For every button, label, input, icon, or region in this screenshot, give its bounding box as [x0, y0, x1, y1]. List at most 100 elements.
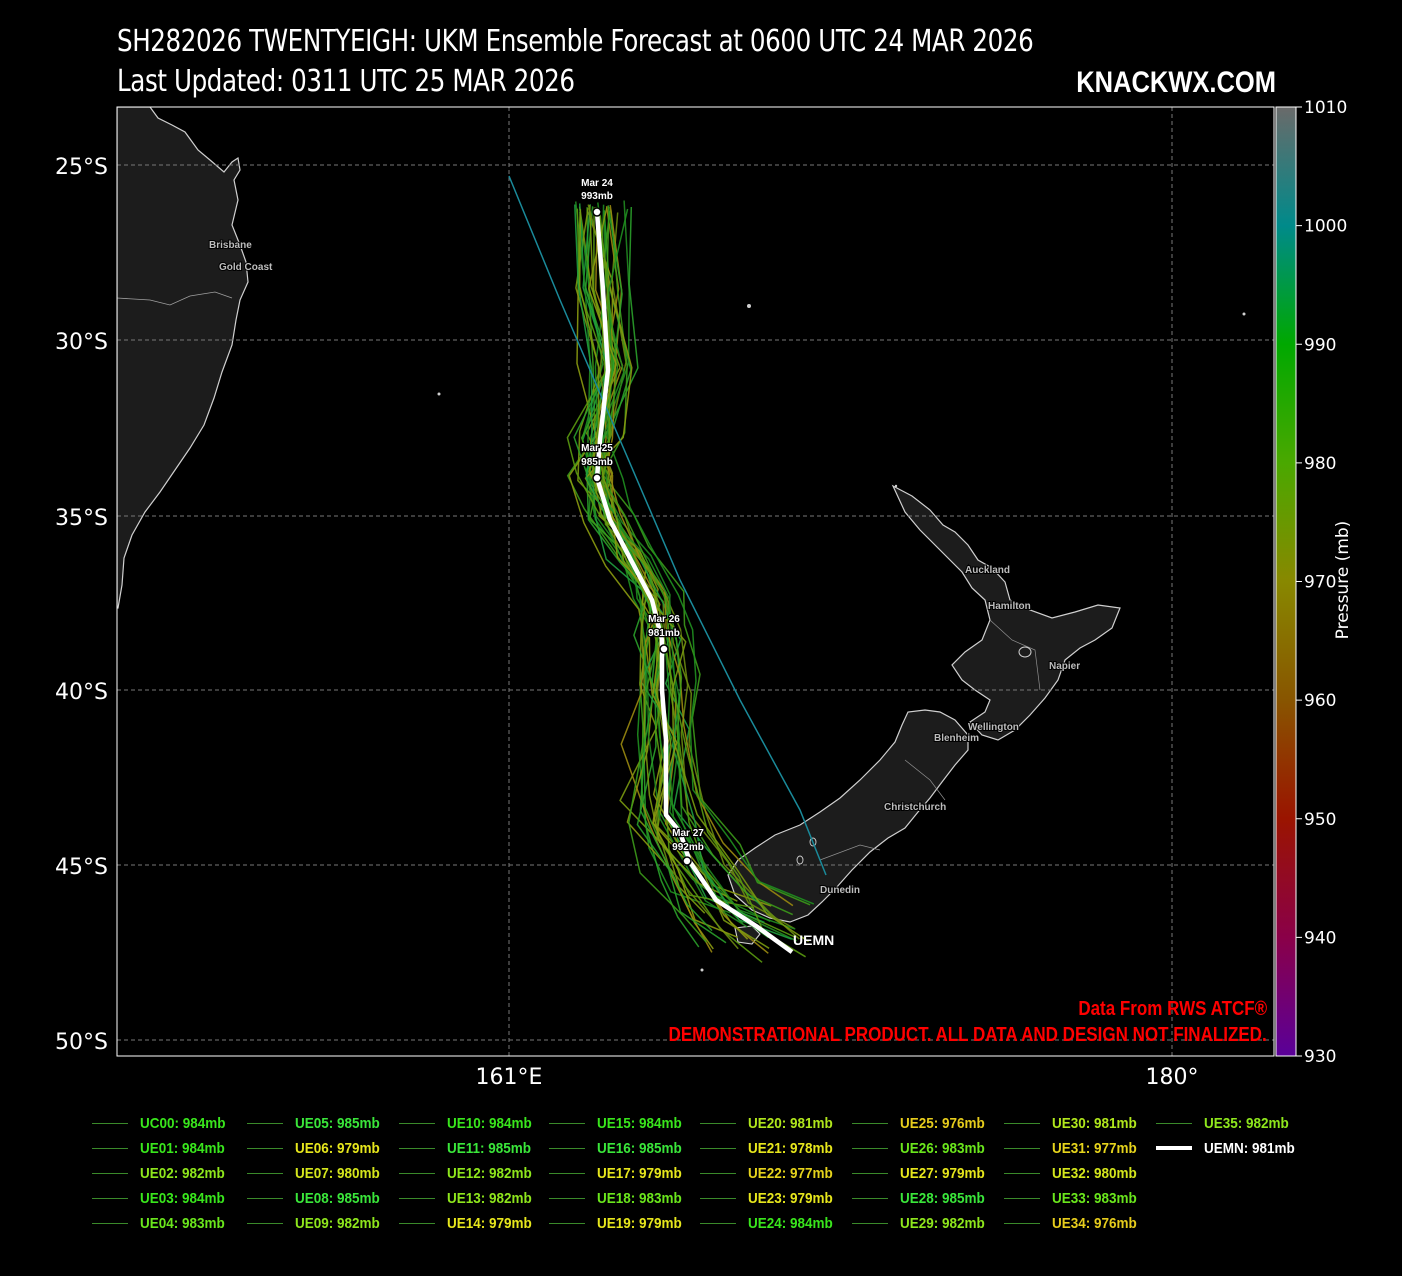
legend-item: UE32: 980mb: [1004, 1162, 1146, 1184]
legend-item: UE07: 980mb: [247, 1162, 389, 1184]
small-island: [1242, 312, 1246, 316]
ensemble-member-track: [574, 204, 792, 940]
legend-swatch: [399, 1147, 435, 1149]
legend-label: UE25: 976mb: [900, 1114, 985, 1132]
latitude-label: 50°S: [55, 1030, 108, 1055]
legend-label: UE04: 983mb: [140, 1214, 225, 1232]
ensemble-member-track: [599, 200, 798, 942]
legend-swatch: [247, 1147, 283, 1149]
legend-label: UE20: 981mb: [748, 1114, 833, 1132]
legend-swatch: [852, 1147, 888, 1149]
region-border: [904, 759, 946, 801]
mean-track: [594, 211, 794, 954]
legend-swatch: [549, 1122, 585, 1124]
legend-swatch: [1004, 1122, 1040, 1124]
place-label-brisbane: Brisbane: [209, 240, 252, 251]
legend-item: UE04: 983mb: [92, 1212, 234, 1234]
legend-item: UE24: 984mb: [700, 1212, 842, 1234]
legend-swatch: [1156, 1122, 1192, 1124]
legend-label: UE03: 984mb: [140, 1189, 225, 1207]
track-marker-mar26: [659, 644, 669, 654]
legend-swatch: [1004, 1222, 1040, 1224]
ensemble-member-track: [574, 201, 748, 928]
legend-label: UE13: 982mb: [447, 1189, 532, 1207]
brand-logo-text: KNACKWX.COM: [1076, 66, 1276, 99]
lake: [809, 837, 817, 847]
state-border: [117, 291, 233, 306]
legend-swatch: [549, 1172, 585, 1174]
plot-frame: [116, 106, 1275, 1057]
data-source-note: Data From RWS ATCF®: [1078, 998, 1267, 1020]
legend-label: UE35: 982mb: [1204, 1114, 1289, 1132]
legend-swatch: [247, 1197, 283, 1199]
legend-item: UEMN: 981mb: [1156, 1137, 1305, 1159]
colorbar-tick-label: 1000: [1304, 217, 1347, 237]
legend-label: UE22: 977mb: [748, 1164, 833, 1182]
legend-item: UE17: 979mb: [549, 1162, 691, 1184]
legend-swatch: [247, 1172, 283, 1174]
longitude-label: 161°E: [476, 1065, 543, 1090]
colorbar-tick-label: 960: [1304, 691, 1336, 711]
marker-date-label: Mar 26: [648, 614, 680, 625]
legend-swatch: [852, 1172, 888, 1174]
legend-label: UE27: 979mb: [900, 1164, 985, 1182]
legend-item: UE09: 982mb: [247, 1212, 389, 1234]
disclaimer-note: DEMONSTRATIONAL PRODUCT. ALL DATA AND DE…: [668, 1024, 1267, 1046]
legend-item: UE12: 982mb: [399, 1162, 541, 1184]
legend-swatch: [92, 1172, 128, 1174]
latitude-label: 30°S: [55, 330, 108, 355]
legend-swatch: [92, 1222, 128, 1224]
legend-item: UE22: 977mb: [700, 1162, 842, 1184]
legend-label: UE05: 985mb: [295, 1114, 380, 1132]
legend-item: UE30: 981mb: [1004, 1112, 1146, 1134]
latitude-label: 35°S: [55, 506, 108, 531]
marker-date-label: Mar 24: [581, 178, 613, 189]
legend-item: UE06: 979mb: [247, 1137, 389, 1159]
small-island: [700, 968, 704, 972]
legend-item: UE28: 985mb: [852, 1187, 994, 1209]
legend-swatch: [852, 1197, 888, 1199]
legend-label: UE33: 983mb: [1052, 1189, 1137, 1207]
legend-item: UE10: 984mb: [399, 1112, 541, 1134]
legend-item: UE05: 985mb: [247, 1112, 389, 1134]
legend-item: UE34: 976mb: [1004, 1212, 1146, 1234]
legend-label: UE10: 984mb: [447, 1114, 532, 1132]
legend-label: UE11: 985mb: [447, 1139, 532, 1157]
place-label-christchurch: Christchurch: [884, 802, 946, 813]
legend-label: UE28: 985mb: [900, 1189, 985, 1207]
latitude-label: 40°S: [55, 680, 108, 705]
mean-track-label: UEMN: [793, 932, 834, 948]
legend-item: UE15: 984mb: [549, 1112, 691, 1134]
region-border: [989, 619, 1041, 691]
legend-label: UE24: 984mb: [748, 1214, 833, 1232]
legend-label: UE29: 982mb: [900, 1214, 985, 1232]
lake: [796, 855, 804, 865]
forecast-map: Mar 24 993mb Mar 25 985mb Mar 26 981mb M…: [55, 98, 1347, 1090]
colorbar-tick-label: 990: [1304, 335, 1336, 355]
legend-item: UE16: 985mb: [549, 1137, 691, 1159]
legend-swatch: [549, 1197, 585, 1199]
legend-swatch: [1004, 1147, 1040, 1149]
colorbar-tick-label: 930: [1304, 1047, 1336, 1067]
legend-label: UE15: 984mb: [597, 1114, 682, 1132]
marker-pressure-label: 985mb: [581, 457, 613, 468]
legend-label: UE12: 982mb: [447, 1164, 532, 1182]
place-label-hamilton: Hamilton: [988, 601, 1031, 612]
marker-date-label: Mar 27: [672, 828, 704, 839]
lake-taupo: [1018, 646, 1032, 658]
legend-label: UE07: 980mb: [295, 1164, 380, 1182]
legend-swatch: [399, 1172, 435, 1174]
legend-item: UE33: 983mb: [1004, 1187, 1146, 1209]
legend-item: UE02: 982mb: [92, 1162, 234, 1184]
small-island: [747, 304, 751, 308]
legend-swatch: [549, 1147, 585, 1149]
legend-item: UE29: 982mb: [852, 1212, 994, 1234]
land-nz-south: [727, 709, 969, 923]
legend-swatch: [700, 1222, 736, 1224]
legend-swatch: [247, 1122, 283, 1124]
legend-item: UE14: 979mb: [399, 1212, 541, 1234]
legend-swatch: [700, 1147, 736, 1149]
marker-pressure-label: 981mb: [648, 628, 680, 639]
legend-item: UC00: 984mb: [92, 1112, 235, 1134]
legend-swatch: [1004, 1172, 1040, 1174]
